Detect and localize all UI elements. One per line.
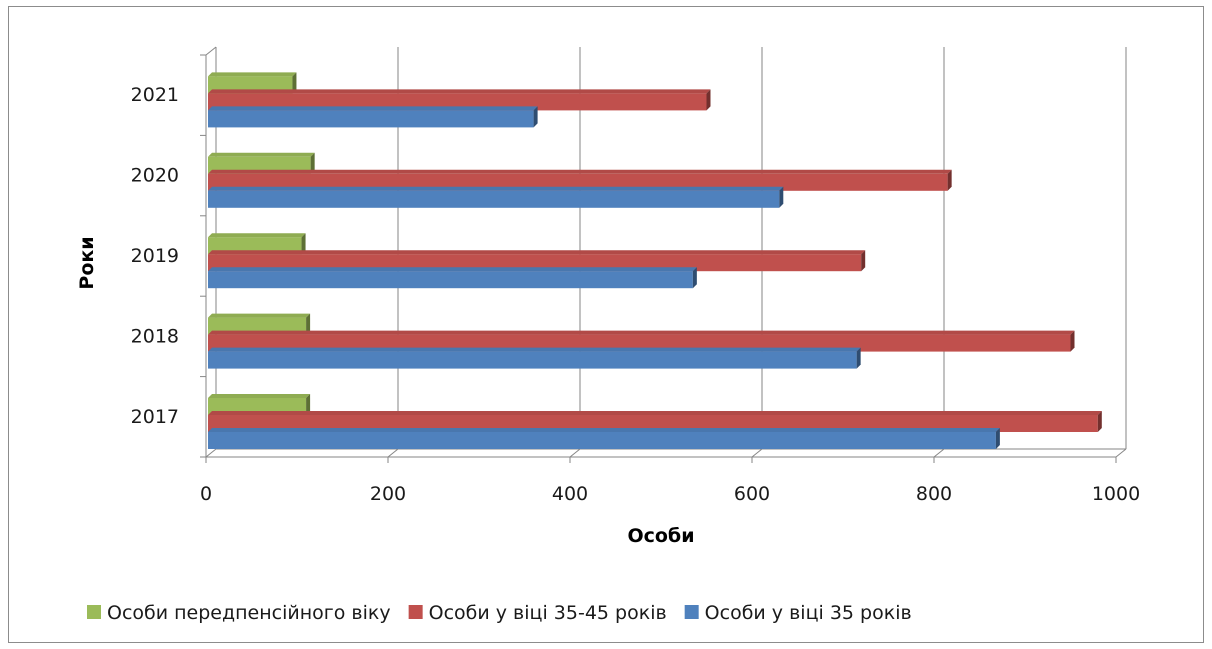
bar <box>208 110 534 128</box>
bar <box>208 190 780 208</box>
floor-gridline <box>933 448 945 458</box>
chart-frame: 0 200 400 600 800 1000 2017 2018 2019 2020 2021 Ос… <box>8 6 1204 643</box>
y-tick-label: 2019 <box>131 245 179 267</box>
bar-top-face <box>208 267 697 272</box>
legend-swatch <box>87 605 101 619</box>
floor-gridline <box>387 448 399 458</box>
bar-top-face <box>208 152 315 157</box>
bar-side-face <box>292 72 297 94</box>
bar-side-face <box>856 347 861 369</box>
floor-gridline <box>569 448 581 458</box>
x-tick-label: 1000 <box>1092 483 1140 505</box>
y-axis-title: Роки <box>76 236 98 289</box>
top-corner-edge <box>205 46 217 56</box>
x-tick-label: 800 <box>916 483 952 505</box>
legend-label: Особи у віці 35 років <box>705 602 912 624</box>
bar-side-face <box>995 428 1000 449</box>
bar <box>208 271 693 289</box>
bar <box>208 432 996 449</box>
x-tick-label: 600 <box>734 483 770 505</box>
bar-chart: 0 200 400 600 800 1000 2017 2018 2019 2020 2021 Ос… <box>76 46 1141 624</box>
bar-top-face <box>208 233 306 238</box>
bar <box>208 156 311 174</box>
bar <box>208 237 302 255</box>
floor-gridline <box>205 448 217 458</box>
bar-side-face <box>306 394 311 415</box>
bar-side-face <box>306 313 311 335</box>
bar-top-face <box>208 250 866 255</box>
bar <box>208 254 862 272</box>
bar-side-face <box>861 250 866 272</box>
legend: Особи передпенсійного віку Особи у віці 3… <box>87 602 912 624</box>
bar-top-face <box>208 347 861 352</box>
bar-side-face <box>310 152 315 174</box>
bar-top-face <box>208 313 311 318</box>
bar-side-face <box>692 267 697 289</box>
bar-top-face <box>208 169 952 174</box>
y-tick-label: 2018 <box>131 325 179 347</box>
floor-gridline <box>1115 448 1127 458</box>
y-tick-label: 2017 <box>131 406 179 428</box>
bar-side-face <box>706 89 711 111</box>
bar-top-face <box>208 106 538 111</box>
bar-top-face <box>208 411 1102 415</box>
floor-gridline <box>751 448 763 458</box>
bar-side-face <box>947 169 952 191</box>
bar-side-face <box>779 186 784 208</box>
bar <box>208 334 1071 352</box>
bar <box>208 398 307 415</box>
bar-side-face <box>1097 411 1102 432</box>
bar <box>208 76 293 94</box>
bar-top-face <box>208 186 784 191</box>
bars <box>208 72 1102 449</box>
legend-label: Особи у віці 35-45 років <box>429 602 667 624</box>
legend-swatch <box>408 605 423 619</box>
bar <box>208 415 1098 432</box>
bar <box>208 317 307 335</box>
legend-swatch <box>684 605 699 619</box>
y-tick-label: 2021 <box>131 84 179 106</box>
bar-side-face <box>1070 330 1075 352</box>
x-tick-label: 200 <box>370 483 406 505</box>
bar-top-face <box>208 428 1000 432</box>
bar-top-face <box>208 72 297 77</box>
x-axis-title: Особи <box>627 525 694 547</box>
bar-side-face <box>301 233 306 255</box>
x-tick-label: 0 <box>200 483 212 505</box>
bar-top-face <box>208 394 311 398</box>
bar <box>208 173 948 191</box>
bar <box>208 351 857 369</box>
bar-top-face <box>208 89 711 94</box>
x-tick-label: 400 <box>552 483 588 505</box>
y-tick-label: 2020 <box>131 165 179 187</box>
bar-top-face <box>208 330 1075 335</box>
bar <box>208 93 707 111</box>
legend-label: Особи передпенсійного віку <box>107 602 391 624</box>
bar-side-face <box>533 106 538 128</box>
tick-labels: 0 200 400 600 800 1000 2017 2018 2019 2020 2021 <box>131 84 1141 505</box>
